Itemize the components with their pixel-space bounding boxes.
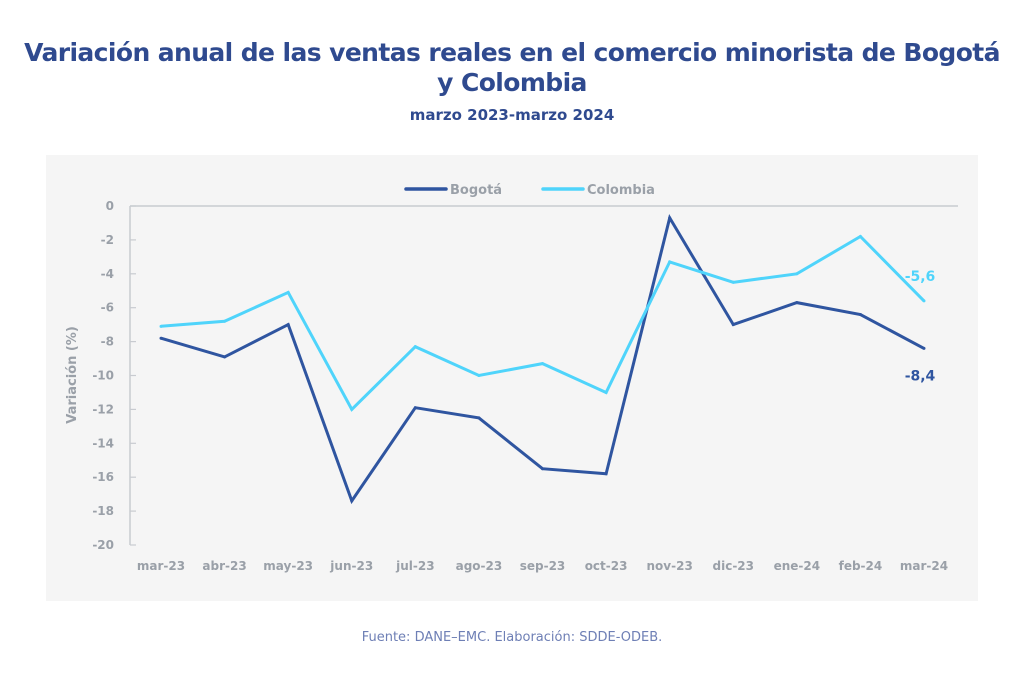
- y-tick-label: 0: [106, 199, 114, 213]
- data-point-colombia: [604, 390, 608, 394]
- x-tick-label: mar-24: [900, 559, 948, 573]
- data-point-bogota: [541, 467, 544, 471]
- data-point-colombia: [668, 260, 672, 264]
- data-point-bogota: [604, 472, 608, 476]
- data-point-colombia: [477, 374, 481, 377]
- chart-title: Variación anual de las ventas reales en …: [0, 38, 1024, 98]
- chart-subtitle: marzo 2023-marzo 2024: [409, 106, 615, 124]
- x-tick-label: mar-23: [137, 559, 185, 573]
- data-point-bogota: [731, 323, 735, 327]
- chart-title-line-2: y Colombia: [437, 68, 587, 97]
- x-tick-label: ene-24: [774, 559, 821, 573]
- data-label-bogota-last: -8,4: [905, 368, 936, 384]
- legend-label-colombia: Colombia: [587, 183, 655, 198]
- legend-label-bogota: Bogotá: [450, 183, 502, 198]
- y-tick-label: -8: [101, 335, 114, 349]
- data-point-bogota: [223, 355, 227, 359]
- y-tick-label: -20: [92, 538, 114, 552]
- series-line-colombia: [160, 234, 926, 412]
- data-point-bogota: [858, 312, 862, 316]
- y-axis-title: Variación (%): [65, 326, 80, 424]
- data-point-colombia: [922, 299, 926, 303]
- chart-panel: [46, 155, 978, 601]
- y-tick-label: -4: [101, 267, 114, 281]
- y-tick-label: -6: [101, 301, 114, 315]
- data-point-bogota: [413, 406, 417, 410]
- data-point-colombia: [350, 407, 354, 411]
- y-tick-label: -12: [92, 402, 114, 416]
- x-tick-label: feb-24: [839, 559, 883, 573]
- y-tick-label: -2: [101, 233, 114, 247]
- y-tick-label: -14: [92, 436, 114, 450]
- data-point-bogota: [668, 216, 672, 220]
- x-tick-label: jul-23: [395, 559, 434, 573]
- source-note: Fuente: DANE–EMC. Elaboración: SDDE-ODEB…: [361, 630, 663, 645]
- data-point-colombia: [795, 272, 799, 276]
- data-label-colombia-last: -5,6: [905, 269, 936, 285]
- x-tick-label: sep-23: [520, 559, 566, 573]
- data-point-colombia: [159, 324, 163, 328]
- data-point-colombia: [858, 235, 862, 239]
- chart-title-line-1: Variación anual de las ventas reales en …: [24, 38, 1000, 67]
- x-tick-label: jun-23: [329, 559, 373, 573]
- data-point-bogota: [922, 346, 926, 350]
- x-tick-label: nov-23: [647, 559, 693, 573]
- y-tick-label: -16: [92, 470, 114, 484]
- data-point-bogota: [477, 416, 481, 420]
- data-point-bogota: [795, 301, 799, 305]
- data-point-colombia: [286, 290, 290, 294]
- x-tick-label: ago-23: [456, 559, 503, 573]
- x-tick-label: dic-23: [713, 559, 755, 573]
- data-point-bogota: [159, 336, 163, 340]
- data-point-bogota: [286, 323, 290, 327]
- series-line-bogota: [160, 214, 925, 505]
- x-tick-label: may-23: [263, 559, 313, 573]
- data-point-colombia: [413, 345, 417, 349]
- y-tick-label: -18: [92, 504, 114, 518]
- data-point-colombia: [731, 280, 735, 284]
- data-point-bogota: [350, 499, 354, 503]
- x-tick-label: abr-23: [202, 559, 246, 573]
- data-point-colombia: [541, 362, 544, 366]
- x-tick-label: oct-23: [585, 559, 628, 573]
- y-tick-label: -10: [92, 369, 114, 383]
- data-point-colombia: [223, 319, 227, 323]
